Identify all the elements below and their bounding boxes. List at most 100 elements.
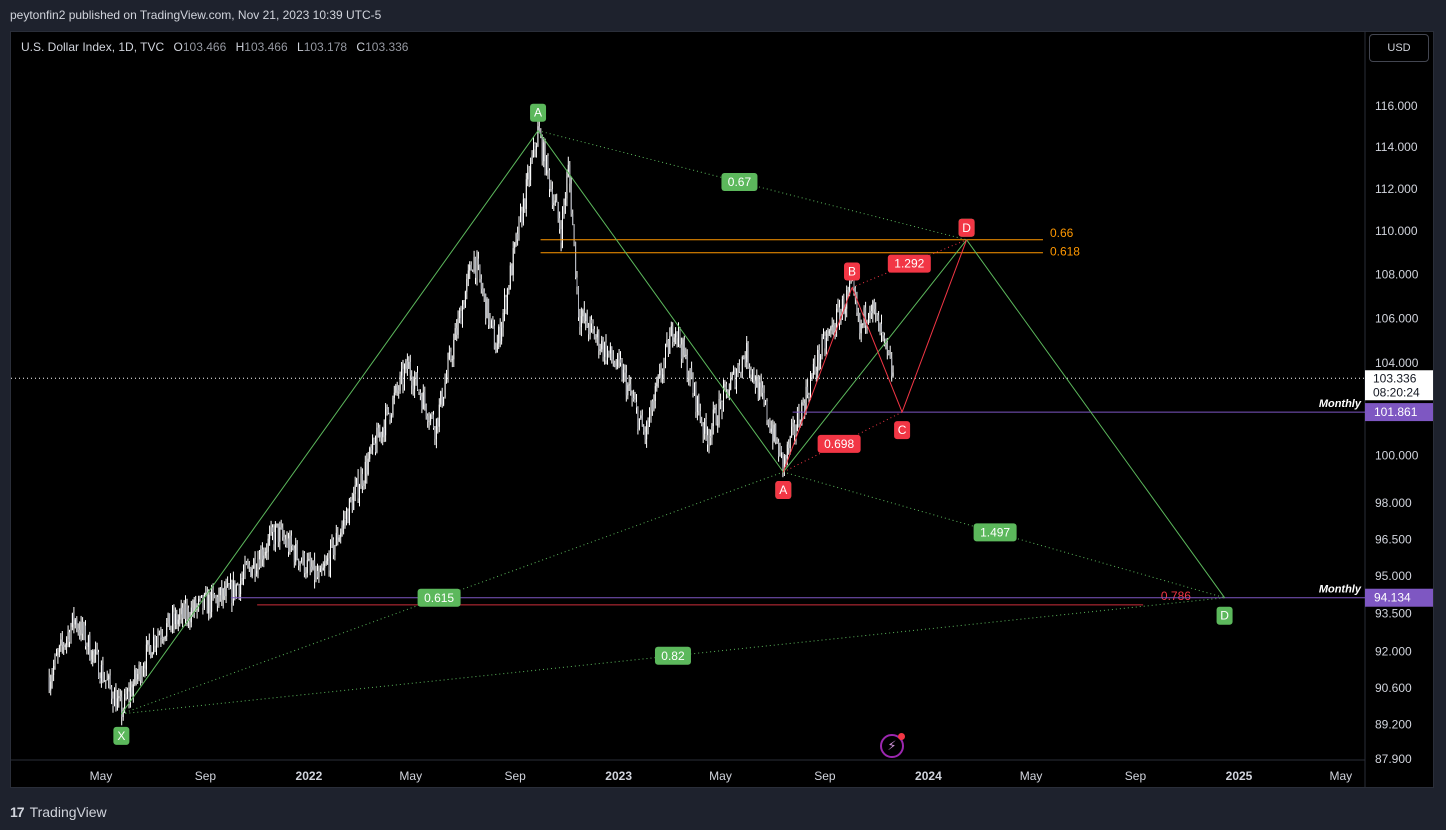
candle-body [86,646,88,648]
candle-body [567,164,569,177]
candle-body [411,375,413,386]
candle-body [528,172,530,181]
candle-body [643,426,645,432]
fib-786-label: 0.786 [1161,589,1191,603]
candle-body [156,640,157,646]
candle-body [172,612,173,627]
time-tick-label: 2023 [605,769,632,783]
candle-body [557,202,559,219]
candle-body [711,426,713,438]
candle-body [348,499,350,523]
candle-body [479,265,481,280]
candle-body [549,170,550,190]
candle-body [862,323,864,325]
candle-body [586,314,588,328]
candle-body [131,687,133,696]
chart-frame[interactable]: 116.000 114.000 112.000 110.000 108.000 106.0… [10,31,1434,788]
red-point-d-bg [958,218,975,237]
candle-body [580,316,582,327]
candle-body [212,589,214,594]
lightning-icon[interactable]: ⚡ [880,733,905,758]
candle-body [611,346,613,360]
candle-body [733,369,735,374]
candle-body [129,687,131,699]
green-ratio-line [783,471,1225,599]
candle-body [688,379,690,381]
candle-body [531,155,533,163]
time-tick-label: Sep [814,769,836,783]
candle-body [180,607,182,615]
candle-body [802,402,804,404]
candle-body [401,368,403,376]
price-tick-label: 87.900 [1375,752,1412,766]
candle-body [460,310,462,324]
candle-body [459,310,461,319]
candle-body [201,595,202,597]
candle-body [788,444,790,449]
candle-body [773,424,775,442]
candle-body [888,350,890,355]
candle-body [859,315,861,334]
candle-body [601,340,603,350]
candle-body [705,419,707,436]
price-tick-label: 114.000 [1375,140,1418,154]
candle-body [872,301,874,314]
candle-body [875,309,877,314]
candle-body [694,383,695,393]
candle-body [285,539,287,545]
publish-header: peytonfin2 published on TradingView.com,… [0,0,1446,30]
candle-body [440,391,442,405]
candle-body [272,527,273,532]
candle-body [224,588,226,597]
candle-body [303,553,305,574]
candle-body [667,340,669,354]
candle-body [720,399,722,402]
candle-body [636,401,637,408]
candle-body [199,596,201,599]
candle-body [160,634,162,638]
candle-body [798,412,800,425]
candle-body [282,527,284,538]
candle-body [274,525,276,545]
candle-body [524,199,526,209]
candle-body [205,592,207,595]
candle-body [595,337,597,340]
candle-body [741,357,743,373]
candle-body [218,595,220,606]
candle-body [472,270,474,272]
fib-level-label: 0.618 [1050,245,1080,259]
candle-body [582,310,584,317]
currency-button[interactable]: USD [1369,34,1429,62]
candle-body [521,211,523,224]
candle-body [340,532,342,538]
candle-body [243,573,244,578]
candle-body [193,599,195,612]
candle-body [598,331,600,351]
candle-body [482,288,484,292]
candle-body [457,318,459,335]
red-point-b-bg [844,262,861,281]
candle-body [235,584,237,596]
candle-body [364,461,366,484]
green-leg [537,130,784,473]
candle-body [878,315,880,332]
candle-body [824,335,826,349]
candle-body [656,383,658,387]
tradingview-logo[interactable]: 17 TradingView [10,804,107,820]
candle-body [591,319,592,324]
candle-body [290,535,292,546]
candle-body [573,224,575,242]
candle-body [288,538,289,552]
symbol-legend: U.S. Dollar Index, 1D, TVC O103.466 H103… [21,40,408,54]
green-leg [120,130,539,715]
candle-body [717,424,719,426]
bar-countdown: 08:20:24 [1373,385,1420,399]
candle-body [190,607,192,623]
candle-body [58,645,60,653]
candle-body [140,664,142,681]
candle-body [849,283,851,291]
candle-body [80,621,82,636]
candle-body [311,566,313,570]
candle-body [543,142,545,162]
price-chart[interactable]: 116.000 114.000 112.000 110.000 108.000 106.0… [11,32,1434,788]
